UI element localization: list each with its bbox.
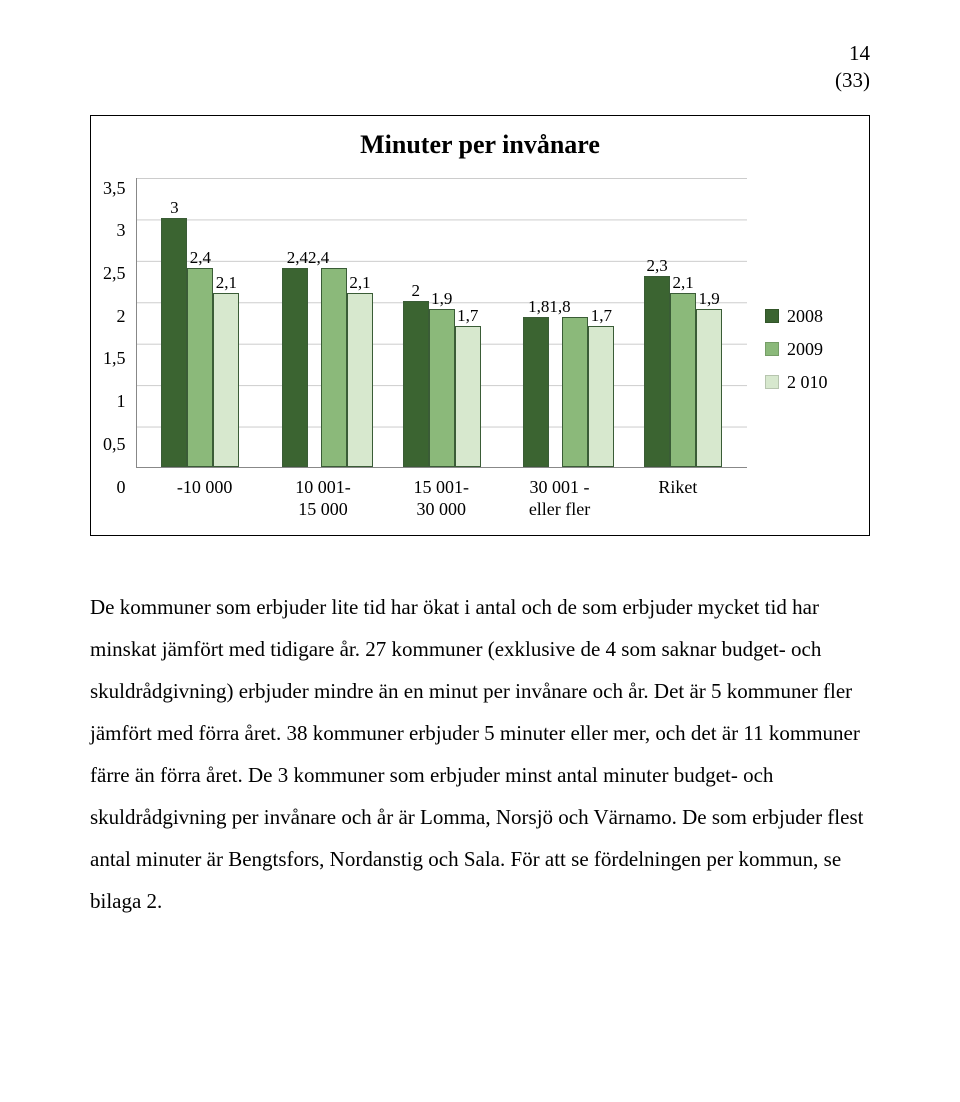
bar-group: 2,3 2,1 1,9 bbox=[644, 257, 722, 467]
chart-body: 3,5 3 2,5 2 1,5 1 0,5 0 3 2,4 2,1 2,42,4 2,1… bbox=[103, 178, 857, 521]
page-number: 14 bbox=[90, 40, 870, 67]
bar bbox=[588, 326, 614, 467]
bar-wrap: 2,1 bbox=[213, 274, 239, 467]
bar-wrap: 2,1 bbox=[670, 274, 696, 467]
bar-value-label: 1,7 bbox=[457, 307, 478, 324]
chart-container: Minuter per invånare 3,5 3 2,5 2 1,5 1 0… bbox=[90, 115, 870, 536]
bar-group: 3 2,4 2,1 bbox=[161, 199, 239, 467]
chart-title: Minuter per invånare bbox=[103, 130, 857, 160]
bar-value-label: 2,1 bbox=[349, 274, 370, 291]
y-tick: 3,5 bbox=[103, 178, 126, 199]
legend-swatch-icon bbox=[765, 375, 779, 389]
plot-wrap: 3 2,4 2,1 2,42,4 2,1 2 1,9 1,7 1,81,8 1,7 2,3 2,1 1,… bbox=[136, 178, 748, 521]
bar bbox=[161, 218, 187, 467]
y-tick: 1 bbox=[117, 391, 126, 412]
bar bbox=[187, 268, 213, 467]
x-tick-label: 10 001- 15 000 bbox=[264, 476, 382, 521]
bar-value-label: 2,1 bbox=[672, 274, 693, 291]
page: 14 (33) Minuter per invånare 3,5 3 2,5 2… bbox=[0, 0, 960, 962]
y-tick: 2 bbox=[117, 306, 126, 327]
bar-value-label: 1,7 bbox=[591, 307, 612, 324]
y-tick: 1,5 bbox=[103, 348, 126, 369]
bar-wrap: 2,3 bbox=[644, 257, 670, 467]
bar-value-label: 2,1 bbox=[216, 274, 237, 291]
bar bbox=[523, 317, 549, 466]
bar-wrap bbox=[562, 298, 588, 466]
bar-wrap bbox=[321, 249, 347, 467]
bar bbox=[403, 301, 429, 467]
bar-wrap: 2 bbox=[403, 282, 429, 467]
bar bbox=[644, 276, 670, 467]
legend-label: 2009 bbox=[787, 339, 823, 360]
bar bbox=[321, 268, 347, 467]
bar-wrap: 3 bbox=[161, 199, 187, 467]
legend-item-2008: 2008 bbox=[765, 306, 857, 327]
bar-wrap: 1,9 bbox=[696, 290, 722, 466]
bar bbox=[670, 293, 696, 467]
y-tick: 0 bbox=[117, 477, 126, 498]
bar-group: 1,81,8 1,7 bbox=[510, 298, 614, 466]
x-tick-label: -10 000 bbox=[146, 476, 264, 521]
bar-value-label: 1,9 bbox=[431, 290, 452, 307]
bar-value-label: 2,3 bbox=[646, 257, 667, 274]
bar bbox=[213, 293, 239, 467]
legend-item-2010: 2 010 bbox=[765, 372, 857, 393]
legend-item-2009: 2009 bbox=[765, 339, 857, 360]
y-axis: 3,5 3 2,5 2 1,5 1 0,5 0 bbox=[103, 178, 136, 498]
bar bbox=[347, 293, 373, 467]
bar-value-label: 2 bbox=[411, 282, 420, 299]
page-total: (33) bbox=[90, 67, 870, 94]
legend: 2008 2009 2 010 bbox=[747, 178, 857, 521]
legend-label: 2008 bbox=[787, 306, 823, 327]
page-header: 14 (33) bbox=[90, 40, 870, 95]
x-tick-label: 30 001 - eller fler bbox=[500, 476, 618, 521]
bar-wrap: 2,42,4 bbox=[269, 249, 321, 467]
bar-value-label: 2,42,4 bbox=[282, 249, 334, 266]
x-tick-label: Riket bbox=[619, 476, 737, 521]
bar-wrap: 1,9 bbox=[429, 290, 455, 466]
plot-area: 3 2,4 2,1 2,42,4 2,1 2 1,9 1,7 1,81,8 1,7 2,3 2,1 1,… bbox=[136, 178, 748, 468]
x-axis: -10 00010 001- 15 00015 001- 30 00030 00… bbox=[136, 468, 748, 521]
y-tick: 3 bbox=[117, 220, 126, 241]
bar-value-label: 3 bbox=[170, 199, 179, 216]
bar-wrap: 1,7 bbox=[588, 307, 614, 467]
legend-label: 2 010 bbox=[787, 372, 828, 393]
bar-wrap: 1,7 bbox=[455, 307, 481, 467]
legend-swatch-icon bbox=[765, 342, 779, 356]
bar bbox=[696, 309, 722, 466]
bar-group: 2 1,9 1,7 bbox=[403, 282, 481, 467]
bar bbox=[429, 309, 455, 466]
x-tick-label: 15 001- 30 000 bbox=[382, 476, 500, 521]
bar bbox=[562, 317, 588, 466]
bar-wrap: 1,81,8 bbox=[510, 298, 562, 466]
bar bbox=[282, 268, 308, 467]
bar-wrap: 2,4 bbox=[187, 249, 213, 467]
legend-swatch-icon bbox=[765, 309, 779, 323]
bar-wrap: 2,1 bbox=[347, 274, 373, 467]
bar bbox=[455, 326, 481, 467]
bar-group: 2,42,4 2,1 bbox=[269, 249, 373, 467]
bar-value-label: 2,4 bbox=[190, 249, 211, 266]
body-paragraph: De kommuner som erbjuder lite tid har ök… bbox=[90, 586, 870, 922]
bar-value-label: 1,9 bbox=[698, 290, 719, 307]
bar-value-label: 1,81,8 bbox=[523, 298, 575, 315]
y-tick: 0,5 bbox=[103, 434, 126, 455]
y-tick: 2,5 bbox=[103, 263, 126, 284]
